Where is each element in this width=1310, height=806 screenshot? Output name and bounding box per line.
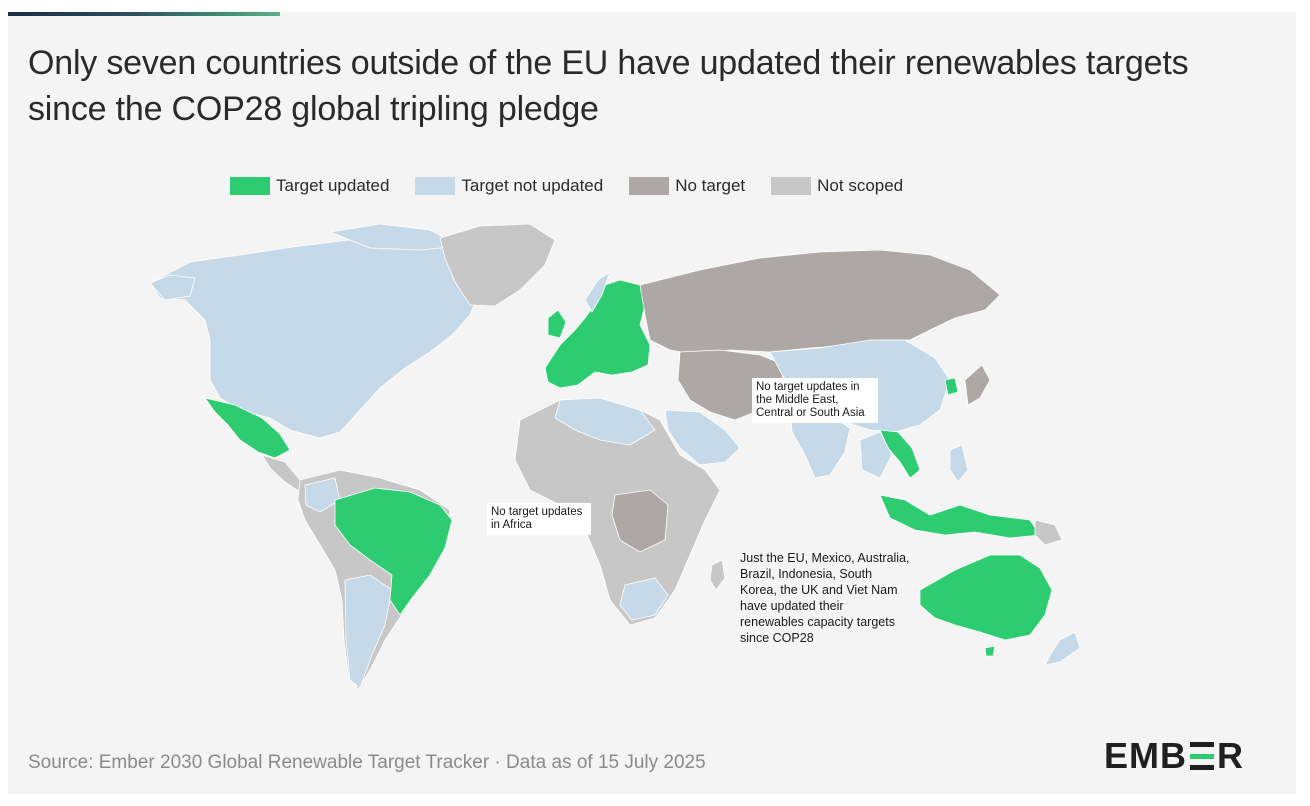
region-chile-argentina — [344, 574, 393, 689]
region-russia — [639, 249, 1001, 356]
region-japan — [964, 364, 991, 406]
source-note: Source: Ember 2030 Global Renewable Targ… — [28, 752, 706, 773]
region-south-korea — [944, 377, 959, 396]
logo-e-icon — [1190, 742, 1214, 770]
region-greenland — [439, 223, 556, 307]
region-arabia — [664, 409, 741, 466]
accent-bar — [8, 12, 280, 16]
region-norway — [584, 271, 611, 313]
region-mexico — [204, 397, 291, 459]
region-australia — [919, 554, 1053, 641]
legend-swatch — [230, 177, 270, 195]
annotation-summary: Just the EU, Mexico, Australia, Brazil, … — [740, 551, 910, 645]
region-new-zealand — [1044, 631, 1081, 666]
legend-label: Not scoped — [817, 176, 904, 195]
legend-swatch — [629, 177, 670, 195]
ember-logo: EMB R — [1104, 735, 1244, 777]
legend-item-not-scoped: Not scoped — [771, 176, 903, 196]
region-indonesia — [879, 494, 1041, 539]
region-papua — [1034, 519, 1063, 546]
legend-label: Target not updated — [461, 176, 604, 195]
region-south-africa — [619, 577, 669, 621]
region-colombia — [304, 477, 341, 513]
legend-item-target-not-updated: Target not updated — [415, 176, 603, 196]
logo-text: EMB — [1104, 735, 1187, 776]
region-madagascar — [709, 559, 726, 591]
legend-swatch — [771, 177, 812, 195]
region-eu — [544, 279, 651, 389]
legend-item-target-updated: Target updated — [230, 176, 389, 196]
legend-label: Target updated — [276, 176, 390, 195]
page-title: Only seven countries outside of the EU h… — [28, 44, 1189, 128]
region-philippines — [949, 444, 969, 483]
region-north-africa — [554, 397, 656, 446]
region-central-africa — [611, 489, 669, 553]
region-alaska — [149, 274, 196, 301]
region-tasmania — [984, 645, 996, 657]
region-uk — [547, 309, 567, 339]
legend: Target updated Target not updated No tar… — [230, 175, 929, 197]
legend-swatch — [415, 177, 456, 195]
region-central-america — [261, 454, 301, 493]
region-southeast-asia — [859, 431, 893, 479]
logo-text: R — [1217, 735, 1244, 776]
region-north-america — [149, 235, 481, 439]
legend-label: No target — [675, 176, 746, 195]
annotation-africa: No target updates in Africa — [487, 503, 591, 535]
region-brazil — [334, 487, 453, 616]
legend-item-no-target: No target — [629, 176, 745, 196]
annotation-middle-east: No target updates in the Middle East, Ce… — [752, 378, 878, 423]
